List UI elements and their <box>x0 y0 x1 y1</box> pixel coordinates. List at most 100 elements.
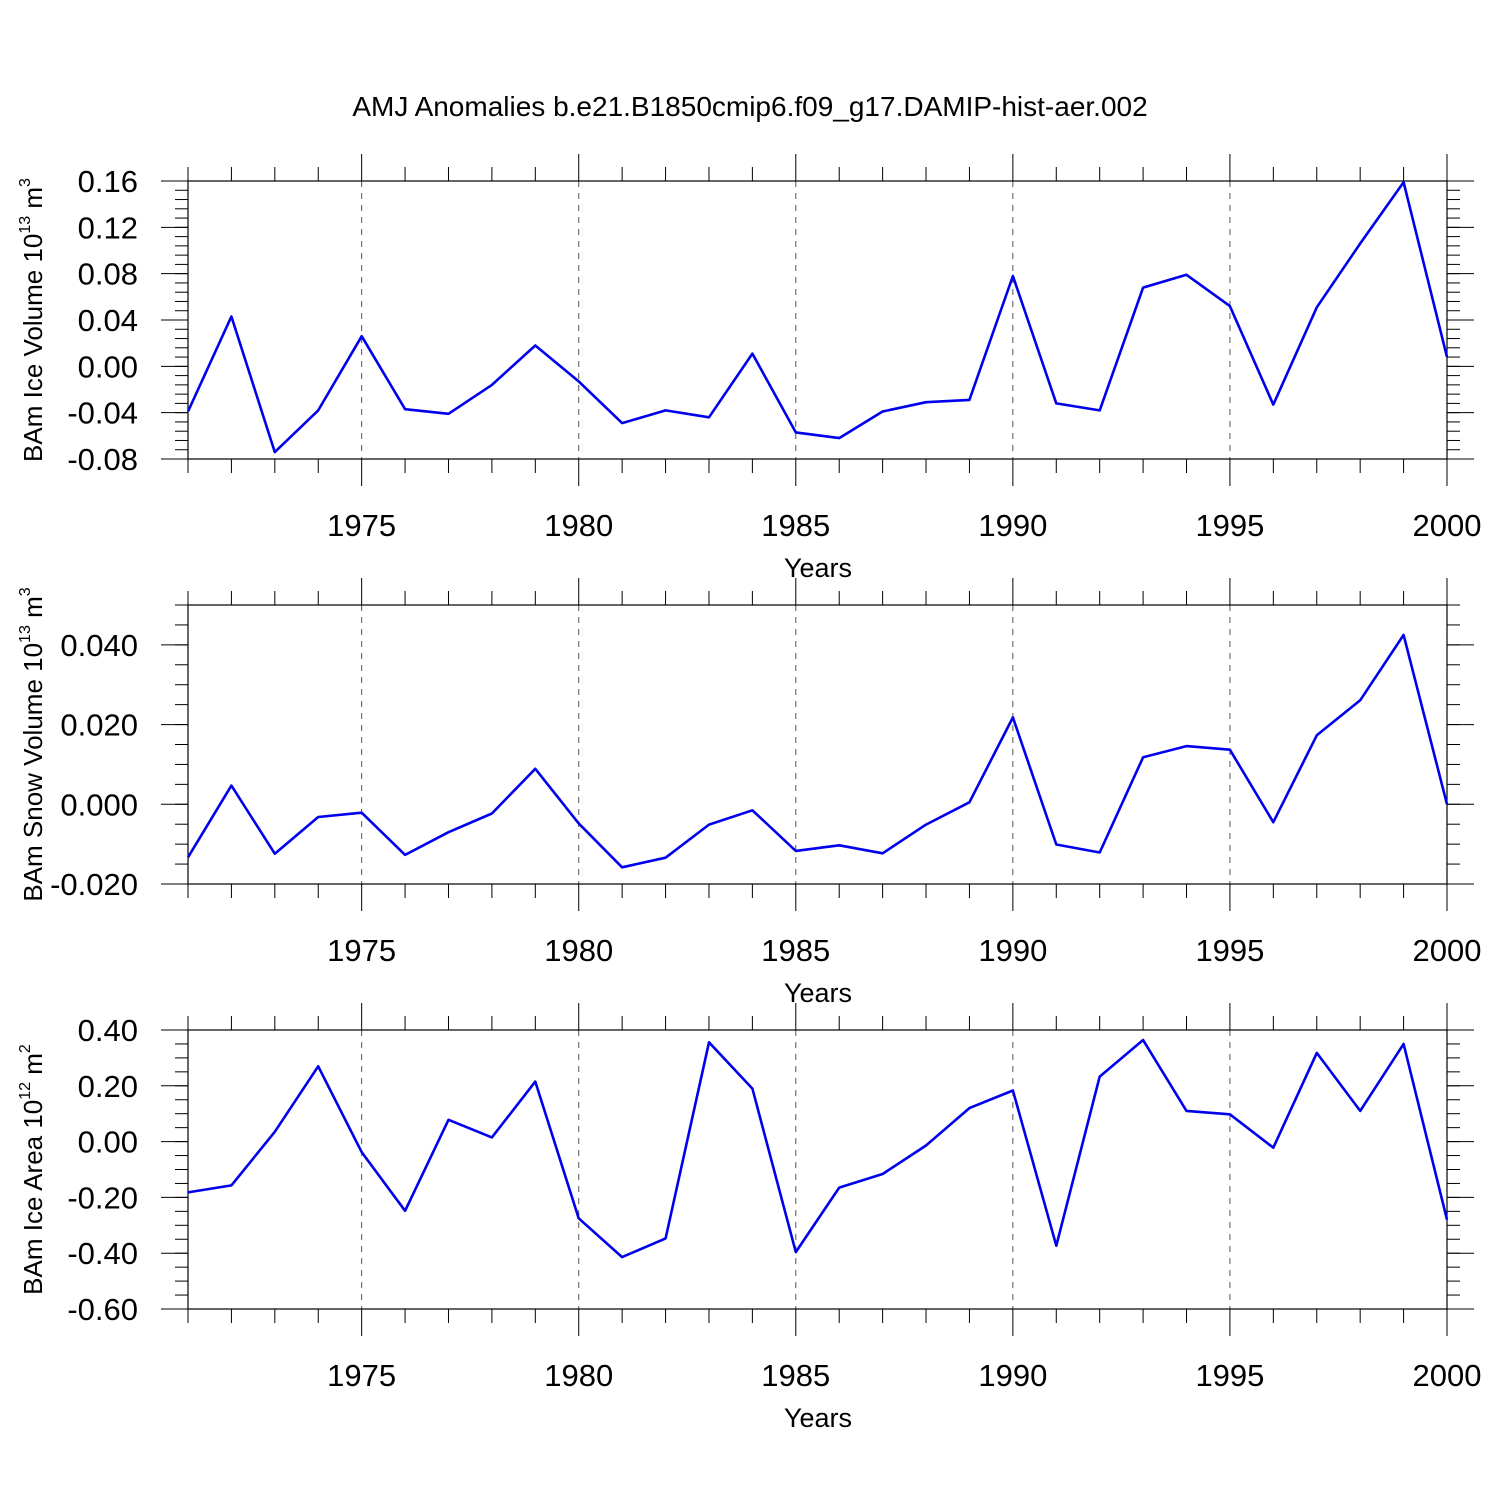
data-point <box>1098 408 1102 412</box>
data-point <box>1358 242 1362 246</box>
data-point <box>577 379 581 383</box>
data-point <box>1358 698 1362 702</box>
data-point <box>837 843 841 847</box>
x-tick-label: 1975 <box>327 508 396 543</box>
y-axis-label: BAm Ice Area 1012 m2 <box>17 1044 48 1295</box>
y-tick-label: 0.00 <box>78 1125 138 1160</box>
data-point <box>446 1118 450 1122</box>
y-tick-label: -0.60 <box>67 1292 138 1327</box>
data-point <box>186 410 190 414</box>
data-point <box>794 1250 798 1254</box>
data-point <box>1228 1112 1232 1116</box>
y-tick-label: -0.20 <box>67 1180 138 1215</box>
data-point <box>794 430 798 434</box>
data-point <box>360 1150 364 1154</box>
y-tick-label: 0.12 <box>78 210 138 245</box>
data-point <box>490 1135 494 1139</box>
panel-3: -0.60 -0.40 -0.20 0.00 0.20 0.40 1975 1980 1985 1… <box>17 1003 1481 1433</box>
data-point <box>1271 1146 1275 1150</box>
data-point <box>533 767 537 771</box>
data-point <box>1271 403 1275 407</box>
data-point <box>403 407 407 411</box>
data-point <box>1402 180 1406 184</box>
data-point <box>316 815 320 819</box>
data-point <box>1358 1109 1362 1113</box>
data-point <box>881 1172 885 1176</box>
x-tick-label: 2000 <box>1413 933 1482 968</box>
data-point <box>1098 1075 1102 1079</box>
data-point <box>924 1144 928 1148</box>
data-point <box>577 1216 581 1220</box>
data-point <box>707 823 711 827</box>
data-point <box>533 343 537 347</box>
data-point <box>794 849 798 853</box>
data-point <box>924 823 928 827</box>
data-point <box>316 408 320 412</box>
data-point <box>1098 851 1102 855</box>
data-point <box>1011 715 1015 719</box>
data-point <box>490 383 494 387</box>
data-point <box>1054 401 1058 405</box>
data-point <box>1445 802 1449 806</box>
data-point <box>273 1130 277 1134</box>
panels: -0.08 -0.04 0.00 0.04 0.08 0.12 0.16 1975 1980 19… <box>17 154 1481 1433</box>
data-point <box>1141 1038 1145 1042</box>
x-tick-label: 1975 <box>327 933 396 968</box>
x-tick-label: 2000 <box>1413 1358 1482 1393</box>
data-point <box>229 1183 233 1187</box>
data-point <box>967 398 971 402</box>
data-point <box>533 1080 537 1084</box>
data-point <box>1315 1051 1319 1055</box>
x-tick-label: 1995 <box>1195 508 1264 543</box>
x-tick-label: 1985 <box>761 1358 830 1393</box>
data-point <box>186 1190 190 1194</box>
data-point <box>967 800 971 804</box>
data-point <box>1402 633 1406 637</box>
data-point <box>1228 304 1232 308</box>
x-tick-label: 1990 <box>978 933 1047 968</box>
y-tick-label: 0.20 <box>78 1069 138 1104</box>
data-point <box>186 855 190 859</box>
data-point <box>620 421 624 425</box>
data-point <box>1315 305 1319 309</box>
plot-frame <box>187 604 1448 885</box>
data-point <box>881 410 885 414</box>
data-point <box>1054 843 1058 847</box>
x-axis-label: Years <box>784 553 852 583</box>
data-point <box>1011 274 1015 278</box>
data-point <box>1141 755 1145 759</box>
data-point <box>1445 355 1449 359</box>
data-point <box>881 851 885 855</box>
data-point <box>446 830 450 834</box>
plot-frame <box>187 180 1448 460</box>
data-point <box>403 1209 407 1213</box>
y-tick-label: -0.08 <box>67 442 138 477</box>
x-tick-label: 1975 <box>327 1358 396 1393</box>
x-tick-label: 1995 <box>1195 1358 1264 1393</box>
data-point <box>837 436 841 440</box>
data-point <box>664 408 668 412</box>
x-tick-label: 1980 <box>544 1358 613 1393</box>
panel-2: -0.020 0.000 0.020 0.040 1975 1980 1985 1990 199… <box>17 578 1481 1008</box>
data-point <box>229 784 233 788</box>
data-point <box>490 811 494 815</box>
data-point <box>1185 1109 1189 1113</box>
y-tick-label: -0.40 <box>67 1236 138 1271</box>
data-point <box>750 1087 754 1091</box>
x-axis-label: Years <box>784 1403 852 1433</box>
data-point <box>1402 1042 1406 1046</box>
data-point <box>1185 273 1189 277</box>
data-point <box>1271 820 1275 824</box>
data-point <box>1185 744 1189 748</box>
data-point <box>664 1236 668 1240</box>
x-tick-label: 1980 <box>544 508 613 543</box>
x-tick-label: 1995 <box>1195 933 1264 968</box>
x-tick-label: 1990 <box>978 1358 1047 1393</box>
data-point <box>1141 286 1145 290</box>
data-point <box>446 412 450 416</box>
y-tick-label: -0.04 <box>67 396 138 431</box>
data-point <box>924 400 928 404</box>
data-point <box>707 415 711 419</box>
data-point <box>620 865 624 869</box>
data-point <box>1011 1089 1015 1093</box>
